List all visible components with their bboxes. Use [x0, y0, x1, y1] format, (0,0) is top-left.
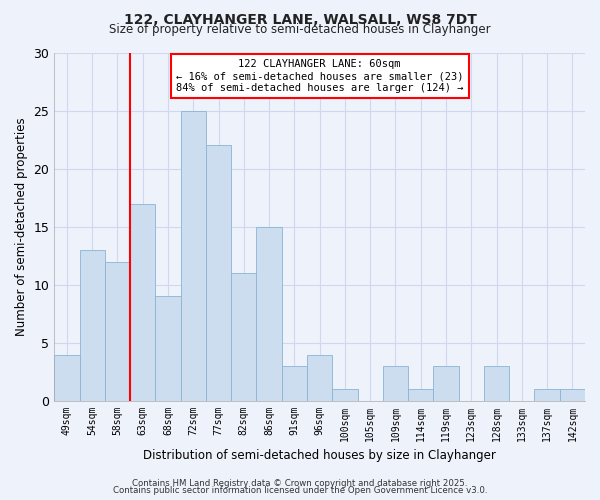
Bar — [282, 366, 307, 401]
Bar — [206, 146, 231, 401]
Text: 122, CLAYHANGER LANE, WALSALL, WS8 7DT: 122, CLAYHANGER LANE, WALSALL, WS8 7DT — [124, 12, 476, 26]
Text: Contains public sector information licensed under the Open Government Licence v3: Contains public sector information licen… — [113, 486, 487, 495]
Text: Contains HM Land Registry data © Crown copyright and database right 2025.: Contains HM Land Registry data © Crown c… — [132, 478, 468, 488]
Bar — [54, 354, 80, 401]
Bar — [484, 366, 509, 401]
Bar — [560, 390, 585, 401]
Bar — [181, 110, 206, 401]
Text: Size of property relative to semi-detached houses in Clayhanger: Size of property relative to semi-detach… — [109, 22, 491, 36]
Bar — [80, 250, 105, 401]
Bar — [535, 390, 560, 401]
Bar — [408, 390, 433, 401]
Text: 122 CLAYHANGER LANE: 60sqm
← 16% of semi-detached houses are smaller (23)
84% of: 122 CLAYHANGER LANE: 60sqm ← 16% of semi… — [176, 60, 463, 92]
Bar — [130, 204, 155, 401]
Bar — [307, 354, 332, 401]
Bar — [433, 366, 458, 401]
Bar — [231, 274, 256, 401]
Bar — [256, 227, 282, 401]
Bar — [105, 262, 130, 401]
Bar — [332, 390, 358, 401]
Bar — [383, 366, 408, 401]
Bar — [155, 296, 181, 401]
Y-axis label: Number of semi-detached properties: Number of semi-detached properties — [15, 118, 28, 336]
X-axis label: Distribution of semi-detached houses by size in Clayhanger: Distribution of semi-detached houses by … — [143, 450, 496, 462]
